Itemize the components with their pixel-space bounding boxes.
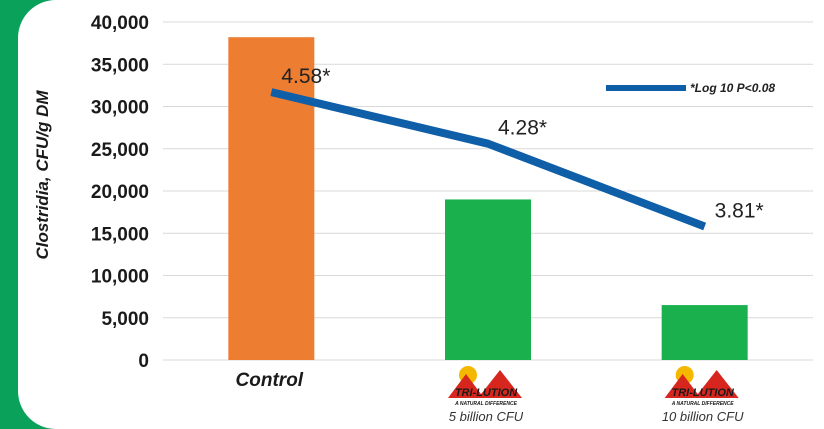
category-sublabel: 5 billion CFU bbox=[449, 409, 524, 424]
y-tick-label: 20,000 bbox=[91, 182, 149, 203]
bar bbox=[228, 37, 315, 361]
logo-tagline-text: A NATURAL DIFFERENCE bbox=[454, 401, 518, 407]
log-value-label: 4.28* bbox=[498, 117, 547, 140]
chart-panel: 0 5,000 10,000 15,000 20,000 25,000 30,000 35,0… bbox=[18, 0, 824, 429]
bars bbox=[228, 37, 748, 361]
y-tick-label: 30,000 bbox=[91, 98, 149, 119]
log-line bbox=[270, 88, 707, 231]
logo-mountain-shape bbox=[694, 370, 739, 398]
bar bbox=[445, 199, 531, 360]
tri-lution-logo: TRI-LUTION A NATURAL DIFFERENCE bbox=[448, 366, 522, 407]
logo-mountain-shape bbox=[664, 374, 701, 398]
tri-lution-logo: TRI-LUTION A NATURAL DIFFERENCE bbox=[664, 366, 739, 407]
bar bbox=[661, 305, 748, 360]
bar-line-chart: 0 5,000 10,000 15,000 20,000 25,000 30,000 35,0… bbox=[33, 13, 813, 424]
log-value-label: 3.81* bbox=[715, 199, 764, 222]
logo-brand-text: TRI-LUTION bbox=[672, 387, 735, 399]
y-tick-label: 15,000 bbox=[91, 224, 149, 245]
legend-label: *Log 10 P<0.08 bbox=[690, 81, 775, 95]
y-axis-label: Clostridia, CFU/g DM bbox=[33, 90, 52, 260]
category-sublabel: 10 billion CFU bbox=[662, 409, 744, 424]
logo-mountain-shape bbox=[478, 370, 522, 398]
log-value-label: 4.58* bbox=[281, 65, 330, 88]
x-axis-categories: Control TRI-LUTION A NATURAL DIFFERENCE 5 b… bbox=[236, 366, 744, 424]
legend: *Log 10 P<0.08 bbox=[606, 81, 775, 95]
y-tick-label: 10,000 bbox=[91, 267, 149, 288]
y-tick-label: 25,000 bbox=[91, 140, 149, 161]
y-tick-label: 0 bbox=[138, 351, 149, 372]
log-series-line bbox=[270, 88, 707, 231]
y-tick-label: 35,000 bbox=[91, 55, 149, 76]
y-tick-label: 5,000 bbox=[101, 309, 149, 330]
logo-brand-text: TRI-LUTION bbox=[455, 387, 518, 399]
logo-mountain-shape bbox=[448, 374, 484, 398]
data-labels: 4.58* 4.28* 3.81* bbox=[281, 65, 763, 222]
y-axis-ticks: 0 5,000 10,000 15,000 20,000 25,000 30,000 35,0… bbox=[91, 13, 149, 372]
y-tick-label: 40,000 bbox=[91, 13, 149, 34]
logo-tagline-text: A NATURAL DIFFERENCE bbox=[671, 401, 735, 407]
category-label: Control bbox=[236, 370, 304, 391]
